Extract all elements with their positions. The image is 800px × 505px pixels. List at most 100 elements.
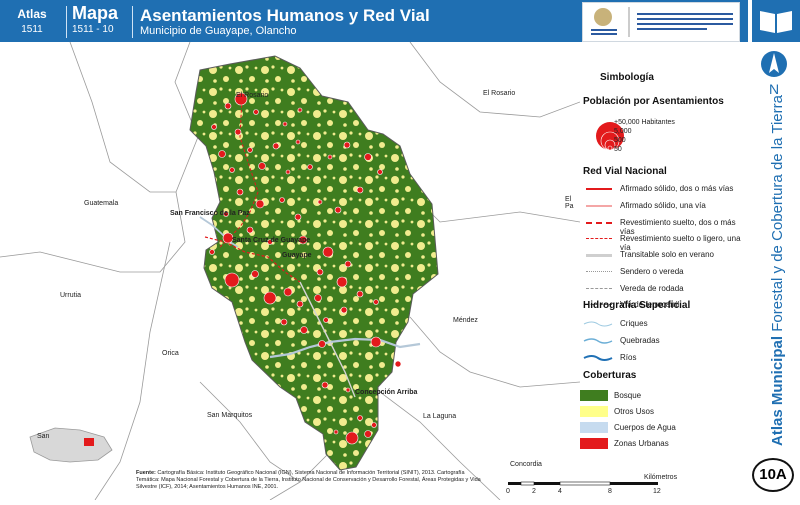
settlement-marker[interactable] xyxy=(356,186,364,194)
road-symbol xyxy=(586,238,612,239)
settlement-marker[interactable] xyxy=(356,290,364,298)
map-area[interactable]: El Rosario El Rosario El Pa Guatemala Sa… xyxy=(0,41,581,501)
road-symbol xyxy=(586,271,612,272)
institution-logos xyxy=(582,2,740,42)
settlement-marker[interactable] xyxy=(280,318,288,326)
settlement-marker[interactable] xyxy=(255,199,265,209)
settlement-marker[interactable] xyxy=(234,128,242,136)
settlement-marker[interactable] xyxy=(334,206,342,214)
place-label: San xyxy=(37,433,50,440)
settlement-marker[interactable] xyxy=(222,232,234,244)
scale-bar-graphic xyxy=(508,481,658,486)
settlement-marker[interactable] xyxy=(295,139,301,145)
settlement-marker[interactable] xyxy=(345,431,359,445)
settlement-marker[interactable] xyxy=(364,153,372,161)
settlement-marker[interactable] xyxy=(224,102,232,110)
road-label: Vereda de rodada xyxy=(620,284,684,293)
settlement-marker[interactable] xyxy=(224,272,240,288)
settlement-marker[interactable] xyxy=(371,422,377,428)
settlement-marker[interactable] xyxy=(272,142,280,150)
settlement-marker[interactable] xyxy=(279,197,285,203)
logo-text-mark xyxy=(637,23,733,25)
settlement-marker[interactable] xyxy=(307,164,313,170)
source-note: Fuente: Cartografía Básica: Instituto Ge… xyxy=(136,470,486,491)
settlement-marker[interactable] xyxy=(253,109,259,115)
settlement-marker[interactable] xyxy=(267,239,273,245)
coverage-swatch-forest xyxy=(580,390,608,401)
settlement-marker[interactable] xyxy=(340,306,348,314)
settlement-marker[interactable] xyxy=(321,381,329,389)
source-label: Fuente: xyxy=(136,470,156,476)
settlement-marker[interactable] xyxy=(211,124,217,130)
settlement-marker[interactable] xyxy=(236,188,244,196)
legend-heading: Simbología xyxy=(600,72,654,83)
settlement-marker[interactable] xyxy=(370,336,382,348)
place-label: Santa Cruz de Guayape xyxy=(232,237,311,244)
river-symbol xyxy=(583,355,613,361)
settlement-marker[interactable] xyxy=(223,211,229,217)
settlement-marker[interactable] xyxy=(258,162,266,170)
place-label: Guatemala xyxy=(84,200,119,207)
settlement-marker[interactable] xyxy=(246,226,254,234)
coverage-swatch-urban xyxy=(580,438,608,449)
scale-unit: Kilómetros xyxy=(644,474,678,481)
settlement-marker[interactable] xyxy=(343,141,351,149)
settlement-marker[interactable] xyxy=(297,107,303,113)
place-label: El Pa xyxy=(565,196,574,210)
settlement-marker[interactable] xyxy=(323,317,329,323)
place-label: Concepción Arriba xyxy=(355,389,418,396)
settlement-marker[interactable] xyxy=(314,294,322,302)
hydro-label: Ríos xyxy=(620,353,637,362)
header-divider xyxy=(66,6,67,38)
settlement-marker[interactable] xyxy=(263,291,277,305)
settlement-marker[interactable] xyxy=(357,415,363,421)
settlement-marker[interactable] xyxy=(333,429,339,435)
settlement-marker[interactable] xyxy=(344,260,352,268)
settlement-marker[interactable] xyxy=(336,276,348,288)
header-bar: Atlas 1511 Mapa 1511 - 10 Asentamientos … xyxy=(0,0,748,42)
settlement-marker[interactable] xyxy=(283,287,293,297)
settlement-marker[interactable] xyxy=(300,326,308,334)
settlement-marker[interactable] xyxy=(285,169,291,175)
settlement-marker[interactable] xyxy=(318,340,326,348)
settlement-marker[interactable] xyxy=(229,167,235,173)
settlement-marker[interactable] xyxy=(282,121,288,127)
settlement-marker[interactable] xyxy=(209,249,215,255)
settlements[interactable] xyxy=(209,92,402,445)
road-symbol xyxy=(586,304,612,305)
scale-bar: Kilómetros 0 2 4 8 12 xyxy=(504,474,677,500)
logo-text-mark xyxy=(637,18,733,20)
settlement-marker[interactable] xyxy=(345,387,351,393)
header-divider xyxy=(132,6,133,38)
settlement-marker[interactable] xyxy=(298,235,308,245)
settlement-marker[interactable] xyxy=(234,92,248,106)
coverage-title: Coberturas xyxy=(583,370,637,381)
settlement-marker[interactable] xyxy=(364,430,372,438)
inset-location-marker xyxy=(84,438,94,446)
settlement-marker[interactable] xyxy=(247,147,253,153)
scale-tick: 12 xyxy=(653,488,661,495)
settlement-marker[interactable] xyxy=(218,150,226,158)
road-label: Afirmado sólido, una vía xyxy=(620,201,706,210)
settlement-marker[interactable] xyxy=(327,154,333,160)
settlement-marker[interactable] xyxy=(317,199,323,205)
settlement-marker[interactable] xyxy=(394,360,402,368)
side-title-graphic: N Atlas Municipal Forestal y de Cobertur… xyxy=(761,51,787,446)
population-size-label: 50 xyxy=(614,146,622,153)
scale-tick: 0 xyxy=(506,488,510,495)
settlement-marker[interactable] xyxy=(316,268,324,276)
settlement-marker[interactable] xyxy=(377,169,383,175)
map-canvas[interactable] xyxy=(0,41,581,501)
settlement-marker[interactable] xyxy=(296,300,304,308)
settlement-marker[interactable] xyxy=(294,213,302,221)
road xyxy=(299,281,356,398)
side-title-rest: Forestal y de Cobertura de la Tierra xyxy=(769,94,786,336)
hydro-label: Quebradas xyxy=(620,336,660,345)
settlement-marker[interactable] xyxy=(251,270,259,278)
settlement-marker[interactable] xyxy=(322,246,334,258)
population-size-symbols xyxy=(596,122,624,151)
place-label: Orica xyxy=(162,350,179,357)
settlement-marker[interactable] xyxy=(373,299,379,305)
road-label: Vía de ferrocarril xyxy=(620,300,680,309)
population-circle-50 xyxy=(607,145,613,151)
